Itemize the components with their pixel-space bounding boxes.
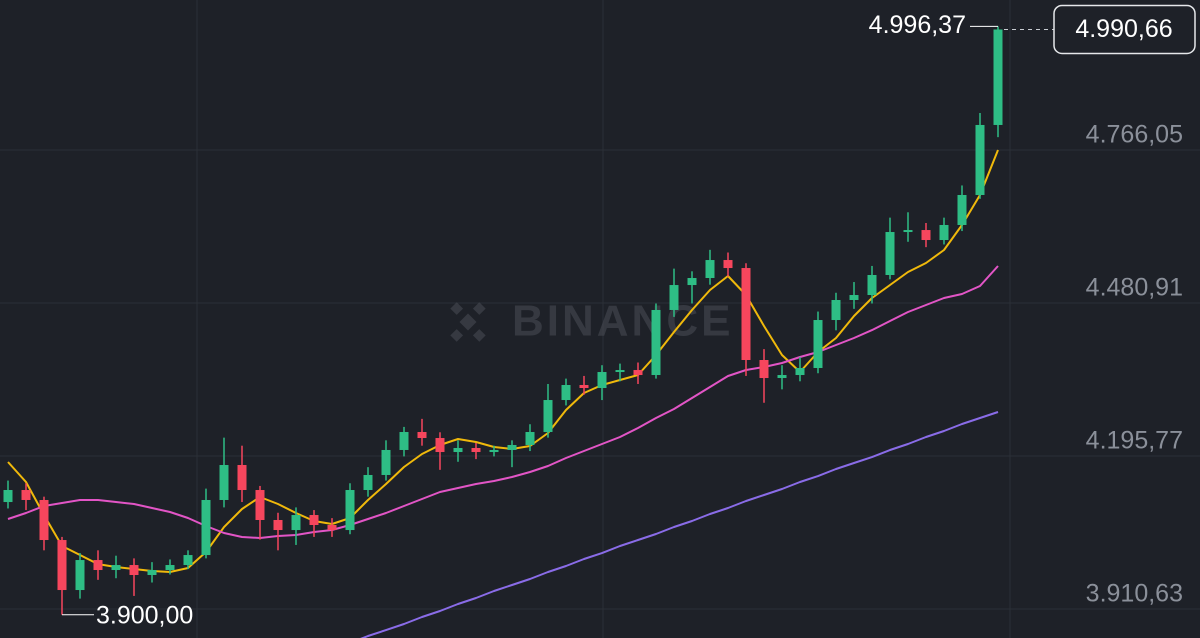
candle-body xyxy=(327,524,337,531)
candle-body xyxy=(651,309,661,376)
candle-body xyxy=(993,29,1003,125)
last-price-box xyxy=(1053,4,1196,55)
moving-average-line xyxy=(7,265,999,539)
candle-body xyxy=(525,432,535,445)
candle-body xyxy=(237,465,247,491)
candle-body xyxy=(453,447,463,453)
candle-body xyxy=(687,278,697,286)
y-tick-label: 3.910,63 xyxy=(1086,580,1183,608)
candle-body xyxy=(21,490,31,500)
candle-body xyxy=(561,385,571,401)
candle-body xyxy=(759,359,769,379)
candle-body xyxy=(885,232,895,275)
candle-body xyxy=(255,490,265,521)
candle-body xyxy=(939,224,949,241)
candle-body xyxy=(795,367,805,376)
candle-body xyxy=(309,515,319,525)
y-tick-label: 4.195,77 xyxy=(1086,427,1183,455)
candle-body xyxy=(669,285,679,310)
candle-body xyxy=(399,432,409,450)
candle-body xyxy=(147,570,157,576)
y-tick-label: 4.766,05 xyxy=(1086,121,1183,149)
candle-body xyxy=(183,555,193,566)
watermark-text: BINANCE xyxy=(512,297,733,346)
candle-body xyxy=(111,565,121,571)
candle-body xyxy=(543,400,553,433)
candle-body xyxy=(489,449,499,453)
candle-body xyxy=(219,465,229,500)
candle-body xyxy=(75,560,85,591)
max-label: 4.996,37 xyxy=(869,11,966,39)
candle-body xyxy=(129,565,139,576)
candle-body xyxy=(615,370,625,373)
candle-body xyxy=(579,385,589,389)
last-price-label: 4.990,66 xyxy=(1075,15,1172,43)
candle-body xyxy=(723,260,733,269)
candle-body xyxy=(435,438,445,453)
candle-body xyxy=(777,375,787,379)
y-tick-label: 4.480,91 xyxy=(1086,274,1183,302)
candle-body xyxy=(3,490,13,503)
candle-body xyxy=(597,372,607,389)
min-label: 3.900,00 xyxy=(96,601,193,629)
candle-body xyxy=(903,230,913,233)
candle-body xyxy=(831,300,841,321)
candle-body xyxy=(705,260,715,279)
moving-averages xyxy=(7,149,999,638)
candle-body xyxy=(165,565,175,571)
candle-body xyxy=(273,520,283,531)
candle-body xyxy=(93,560,103,571)
candle-body xyxy=(507,444,517,450)
candle-body xyxy=(417,432,427,439)
candle-body xyxy=(813,320,823,368)
candle-body xyxy=(39,499,49,541)
moving-average-line xyxy=(7,149,999,573)
candles xyxy=(3,26,1003,615)
candle-body xyxy=(57,540,67,591)
candle-body xyxy=(921,230,931,241)
candle-body xyxy=(363,474,373,491)
candle-body xyxy=(201,499,211,556)
grid xyxy=(0,149,1200,610)
candle-body xyxy=(633,370,643,376)
candle-body xyxy=(975,124,985,195)
candle-body xyxy=(291,515,301,531)
candle-body xyxy=(849,295,859,301)
candle-body xyxy=(957,194,967,225)
candle-body xyxy=(345,490,355,531)
candle-body xyxy=(471,447,481,453)
labels: 3.910,63 4.195,77 4.480,91 4.766,05 4.996,37… xyxy=(62,4,1196,629)
candle-body xyxy=(867,275,877,296)
candle-body xyxy=(741,268,751,360)
candle-body xyxy=(381,449,391,475)
moving-average-line xyxy=(360,411,999,638)
